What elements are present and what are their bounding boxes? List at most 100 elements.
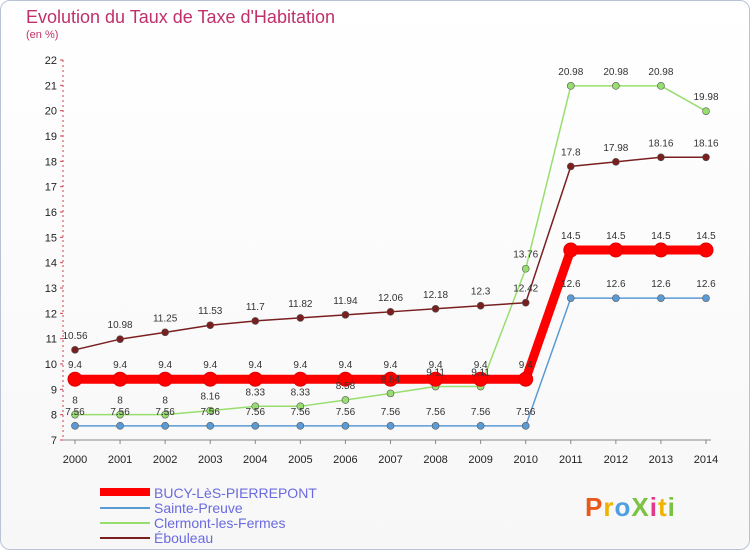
data-point	[341, 422, 350, 430]
data-point	[202, 371, 218, 387]
data-point	[161, 328, 169, 337]
data-label: 12.06	[378, 293, 403, 304]
data-label: 7.56	[516, 407, 536, 418]
data-point	[157, 371, 173, 387]
y-tick-label: 21	[45, 80, 57, 92]
data-label: 11.82	[288, 299, 313, 310]
data-point	[608, 242, 624, 258]
data-point	[251, 422, 260, 430]
x-tick-label: 2008	[423, 454, 447, 466]
y-tick-label: 22	[45, 55, 57, 67]
data-point	[161, 410, 169, 419]
data-label: 9.4	[113, 360, 127, 371]
data-label: 14.5	[606, 231, 626, 242]
data-point	[563, 242, 579, 258]
data-point	[521, 264, 530, 273]
data-label: 17.98	[603, 143, 628, 154]
data-point	[296, 314, 305, 322]
x-tick-label: 2006	[333, 454, 357, 466]
x-tick-label: 2002	[153, 454, 177, 466]
legend-swatch	[100, 522, 150, 524]
y-tick-label: 12	[45, 308, 57, 320]
data-point	[702, 294, 710, 302]
data-label: 8	[117, 396, 123, 407]
data-label: 12.6	[651, 279, 671, 290]
logo-letter: X	[631, 492, 650, 522]
data-label: 7.56	[65, 407, 85, 418]
data-label: 8	[162, 396, 168, 407]
data-label: 19.98	[693, 92, 718, 103]
data-point	[431, 304, 440, 313]
data-point	[112, 371, 128, 387]
logo-letter: o	[614, 492, 632, 522]
chart-title: Evolution du Taux de Taxe d'Habitation	[26, 7, 335, 27]
data-point	[428, 371, 444, 387]
x-tick-label: 2013	[649, 454, 673, 466]
data-point	[566, 82, 575, 90]
data-point	[612, 158, 620, 166]
y-tick-label: 18	[45, 156, 57, 168]
x-tick-label: 2007	[378, 454, 402, 466]
y-tick-label: 13	[45, 283, 57, 295]
legend-label: Sainte-Preuve	[154, 500, 243, 516]
data-label: 9.4	[384, 360, 398, 371]
y-tick-label: 7	[51, 435, 57, 447]
legend-swatch	[100, 537, 150, 539]
x-tick-label: 2014	[694, 454, 718, 466]
y-tick-label: 9	[51, 384, 57, 396]
data-label: 7.56	[336, 407, 356, 418]
data-point	[292, 371, 308, 387]
data-label: 9.4	[68, 360, 82, 371]
data-point	[566, 294, 575, 302]
data-point	[337, 371, 353, 387]
logo-letter: i	[649, 492, 658, 522]
data-point	[251, 317, 260, 325]
data-label: 9.4	[474, 360, 488, 371]
y-tick-label: 8	[51, 410, 57, 422]
series-layer	[67, 82, 714, 430]
data-point	[566, 162, 575, 171]
data-point	[702, 107, 710, 115]
legend-label: Clermont-les-Fermes	[154, 515, 286, 531]
legend-swatch	[100, 488, 150, 496]
data-label: 7.56	[291, 407, 311, 418]
data-point	[653, 242, 669, 258]
data-label: 9.4	[158, 360, 172, 371]
data-label: 9.4	[203, 360, 217, 371]
x-tick-label: 2012	[604, 454, 628, 466]
data-label: 8.33	[291, 387, 311, 398]
data-label: 9.11	[426, 368, 445, 379]
data-point	[386, 308, 395, 316]
data-point	[341, 396, 350, 404]
x-tick-label: 2005	[288, 454, 312, 466]
data-point	[67, 371, 83, 387]
y-tick-label: 14	[45, 258, 57, 270]
data-point	[657, 294, 665, 302]
chart-axes: 7 8 9 10 11 12 13 14 15 16 17 18 19 20 21 22 2000 2001 200…	[45, 55, 718, 466]
data-label: 12.18	[423, 290, 448, 301]
data-label: 10.98	[108, 320, 133, 331]
data-label: 7.56	[381, 407, 401, 418]
data-point	[206, 321, 215, 330]
data-label: 9.11	[471, 368, 490, 379]
data-label: 9.4	[338, 360, 352, 371]
legend-label: BUCY-LèS-PIERREPONT	[154, 485, 317, 501]
data-point	[657, 153, 665, 162]
y-tick-label: 15	[45, 232, 57, 244]
data-label: 7.56	[200, 407, 220, 418]
y-tick-label: 10	[45, 359, 57, 371]
data-label: 20.98	[558, 67, 583, 78]
data-point	[296, 422, 305, 430]
data-point	[296, 402, 305, 411]
data-point	[386, 389, 395, 398]
data-label: 14.5	[651, 231, 671, 242]
data-point	[473, 371, 489, 387]
data-label: 7.56	[155, 407, 175, 418]
data-label: 8	[72, 396, 78, 407]
data-point	[521, 422, 530, 430]
data-label: 9.4	[519, 360, 533, 371]
data-label: 11.7	[246, 302, 265, 313]
data-point	[251, 402, 260, 411]
data-label: 7.56	[471, 407, 491, 418]
logo-letter: r	[603, 492, 615, 522]
